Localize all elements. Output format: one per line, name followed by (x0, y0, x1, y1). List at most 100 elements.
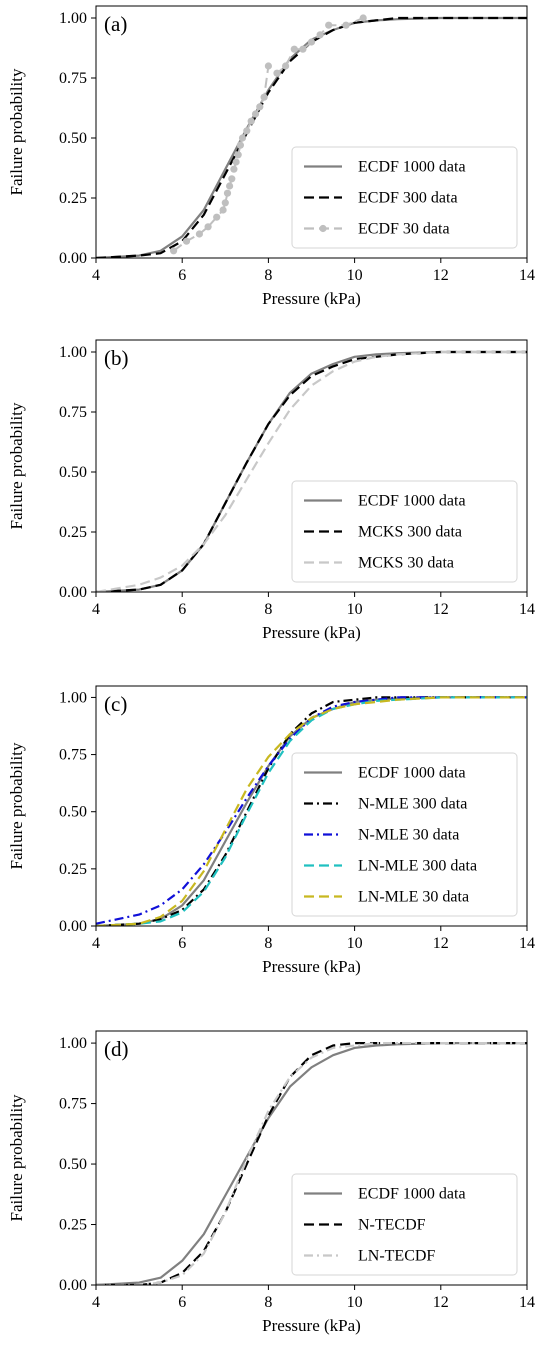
x-tick-label: 12 (433, 935, 449, 952)
series-point (182, 237, 191, 245)
x-tick-label: 8 (264, 267, 272, 284)
legend-box (291, 752, 518, 917)
x-axis-label: Pressure (kPa) (262, 1316, 361, 1335)
legend-label: N-MLE 30 data (358, 827, 459, 844)
series-point (232, 158, 240, 166)
series-line-2 (96, 350, 527, 592)
x-tick-label: 12 (433, 601, 449, 618)
legend-label: MCKS 300 data (358, 524, 462, 541)
series-point (282, 62, 290, 70)
panel-c: 4 6 8 10 12 14 0.00 0.25 0.50 0.75 1.00 Pressure (k… (7, 685, 535, 976)
panel-a: 4 6 8 10 12 14 0.00 0.25 0.50 0.75 1.00 Pressure (k… (7, 5, 535, 308)
y-axis-label: Failure probability (7, 402, 26, 530)
y-tick-label: 0.50 (59, 130, 87, 147)
y-tick-label: 0.00 (59, 1277, 87, 1294)
series-point (359, 14, 367, 22)
series-line-0 (96, 1041, 527, 1285)
legend-marker (319, 224, 327, 233)
y-tick-label: 0.25 (59, 524, 87, 541)
y-tick-label: 0.00 (59, 918, 87, 935)
x-tick-label: 4 (92, 1294, 100, 1311)
series-point (260, 93, 268, 101)
series-point (221, 199, 229, 207)
x-tick-label: 10 (347, 601, 363, 618)
y-tick-label: 0.00 (59, 584, 87, 601)
y-tick-label: 1.00 (59, 1035, 87, 1052)
series-point (247, 117, 255, 125)
series-point (219, 206, 227, 214)
x-tick-label: 14 (519, 267, 535, 284)
x-tick-label: 6 (178, 601, 186, 618)
panel-tag: (c) (104, 692, 127, 716)
x-axis-label: Pressure (kPa) (262, 289, 361, 308)
x-tick-label: 8 (264, 601, 272, 618)
series-point (325, 21, 333, 29)
axes-frame (95, 685, 528, 927)
series-point (170, 247, 178, 255)
y-tick-label: 0.50 (59, 804, 87, 821)
legend-label: ECDF 1000 data (358, 765, 466, 782)
series-point (195, 230, 203, 238)
y-axis-label: Failure probability (7, 742, 26, 870)
y-tick-label: 0.75 (59, 404, 87, 421)
legend-label: N-TECDF (358, 1217, 426, 1234)
x-tick-label: 14 (519, 1294, 535, 1311)
series-point (204, 223, 212, 231)
x-tick-label: 4 (92, 935, 100, 952)
y-tick-label: 1.00 (59, 344, 87, 361)
y-tick-label: 0.75 (59, 70, 87, 87)
legend-label: LN-MLE 300 data (358, 858, 477, 875)
series-line-1 (96, 350, 527, 592)
y-tick-label: 0.50 (59, 464, 87, 481)
legend-label: ECDF 30 data (358, 221, 450, 238)
series-line-2 (96, 696, 527, 925)
series-point (243, 127, 251, 135)
x-tick-label: 10 (347, 1294, 363, 1311)
y-tick-label: 0.00 (59, 250, 87, 267)
x-tick-label: 12 (433, 1294, 449, 1311)
series-point (251, 110, 260, 118)
legend-box (291, 1173, 518, 1276)
panel-tag: (b) (104, 346, 129, 370)
y-tick-label: 1.00 (59, 10, 87, 27)
y-tick-label: 0.50 (59, 1156, 87, 1173)
series-point (342, 21, 350, 29)
y-tick-label: 1.00 (59, 689, 87, 706)
y-tick-label: 0.25 (59, 1217, 87, 1234)
x-tick-label: 6 (178, 267, 186, 284)
series-point (236, 141, 244, 149)
x-tick-label: 4 (92, 601, 100, 618)
axes-frame (95, 1030, 528, 1286)
x-axis-label: Pressure (kPa) (262, 957, 361, 976)
series-point (213, 213, 221, 221)
x-tick-label: 8 (264, 1294, 272, 1311)
series-point (264, 62, 272, 70)
series-point (256, 103, 264, 111)
x-tick-label: 8 (264, 935, 272, 952)
x-tick-label: 10 (347, 267, 363, 284)
panel-b: 4 6 8 10 12 14 0.00 0.25 0.50 0.75 1.00 Pressure (k… (7, 339, 535, 642)
x-tick-label: 14 (519, 601, 535, 618)
series-point (230, 165, 238, 173)
series-line-1 (96, 16, 527, 258)
series-point (226, 182, 234, 190)
y-axis-label: Failure probability (7, 1094, 26, 1222)
panel-tag: (d) (104, 1037, 129, 1061)
series-line-2 (96, 1041, 527, 1285)
legend-label: LN-MLE 30 data (358, 889, 469, 906)
series-point (234, 151, 242, 159)
legend-label: ECDF 1000 data (358, 493, 466, 510)
series-point (316, 31, 324, 39)
axes-frame (95, 339, 528, 593)
y-tick-label: 0.75 (59, 747, 87, 764)
y-tick-label: 0.75 (59, 1096, 87, 1113)
panel-tag: (a) (104, 12, 127, 36)
series-point (238, 134, 247, 142)
legend-label: ECDF 300 data (358, 190, 458, 207)
legend-label: ECDF 1000 data (358, 159, 466, 176)
legend-box (291, 480, 518, 583)
x-tick-label: 10 (347, 935, 363, 952)
x-tick-label: 14 (519, 935, 535, 952)
legend-label: ECDF 1000 data (358, 1186, 466, 1203)
